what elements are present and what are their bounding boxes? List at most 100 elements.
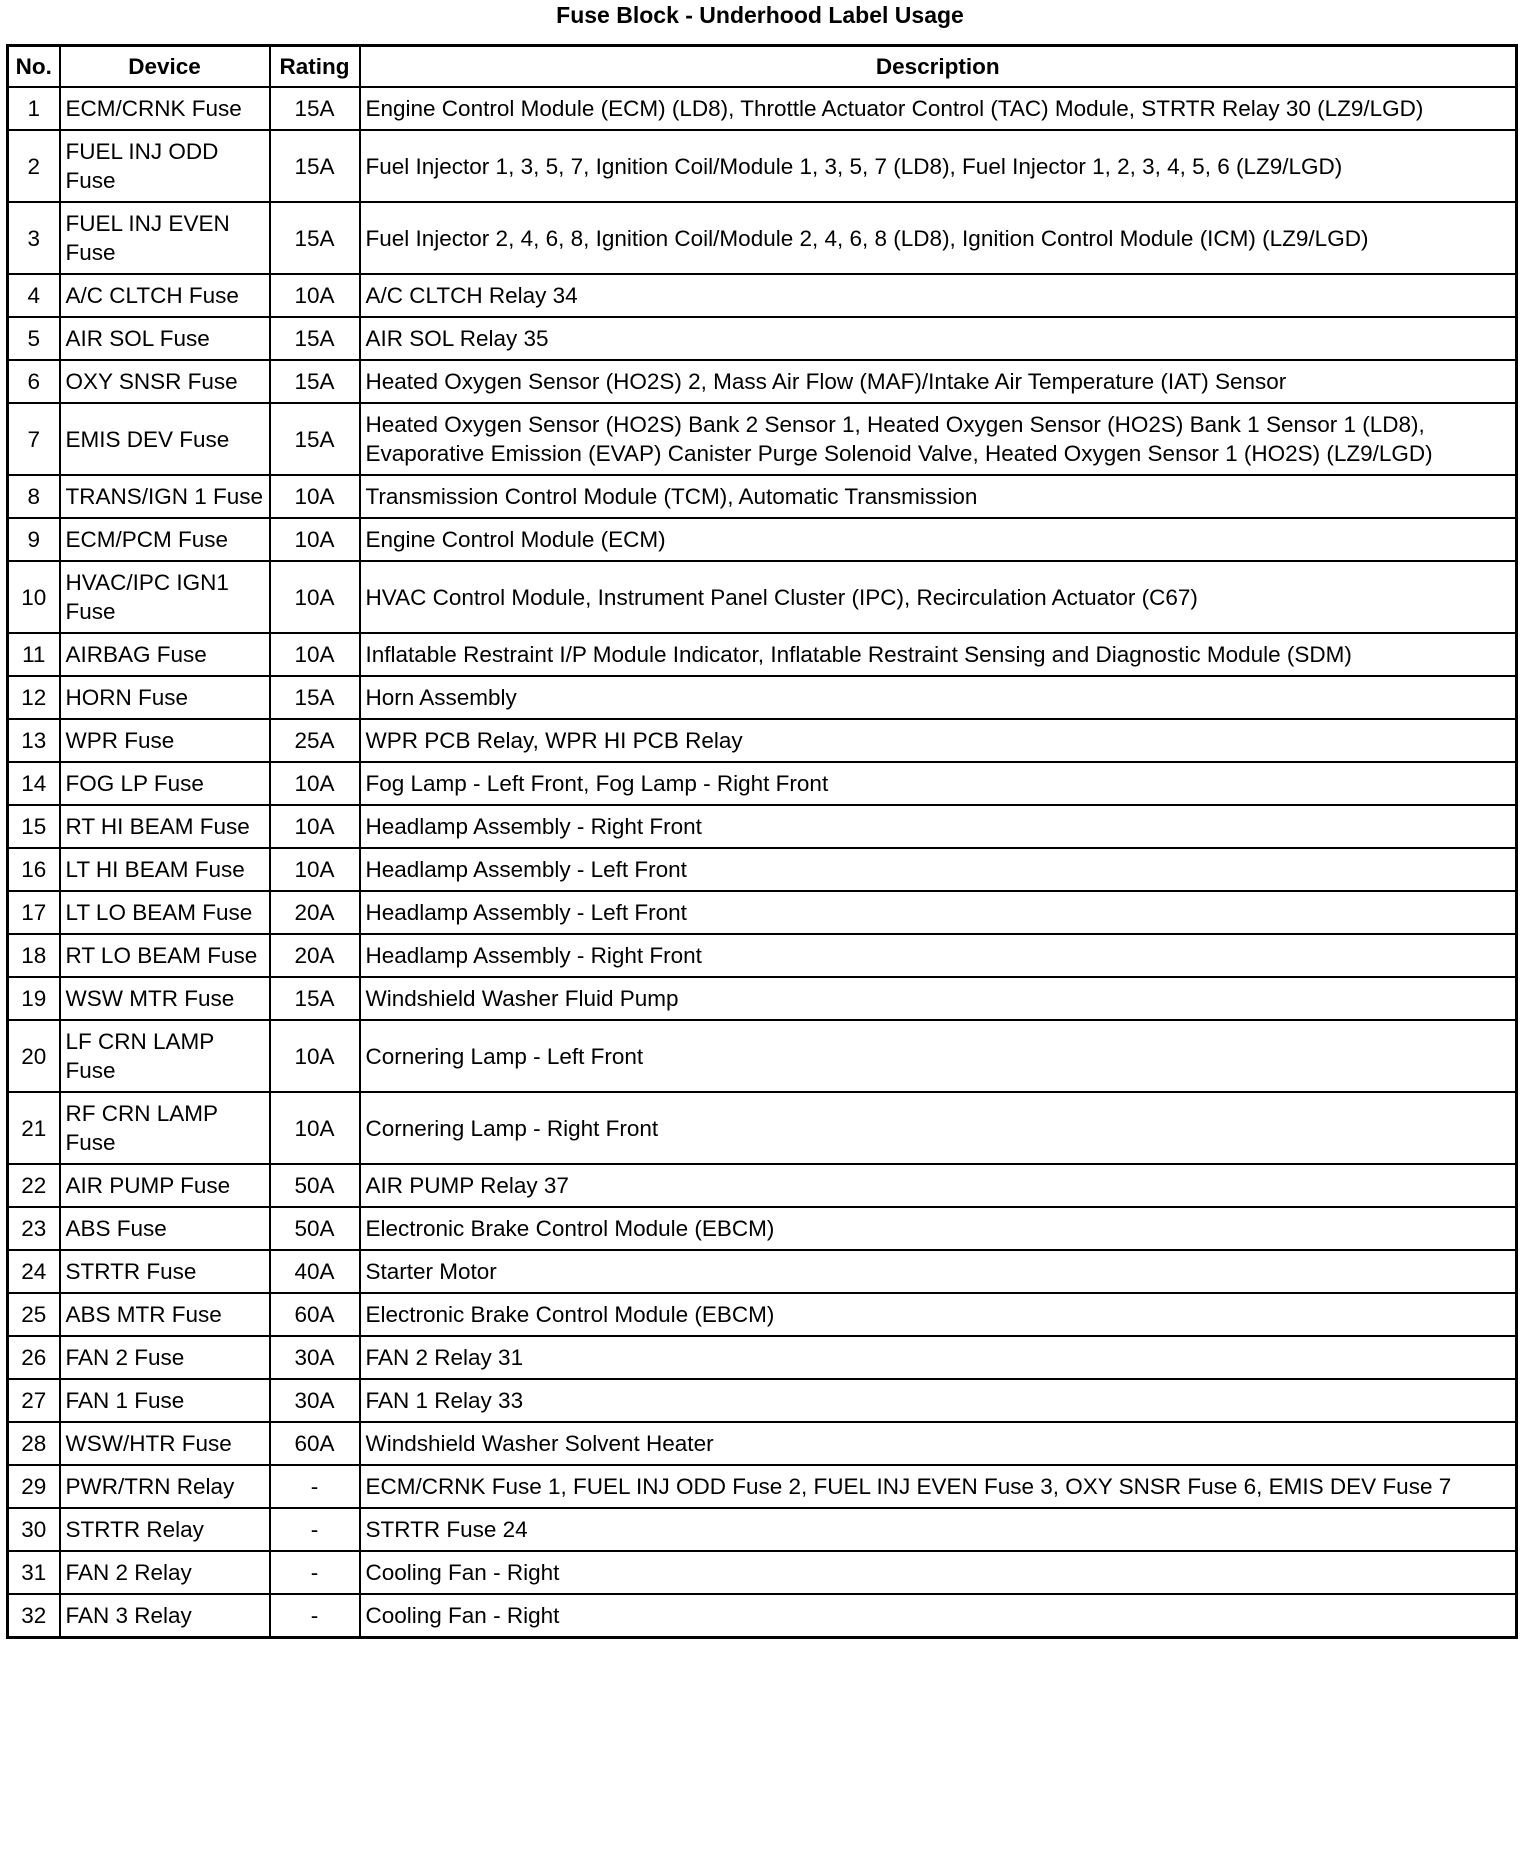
cell-device: LF CRN LAMP Fuse — [58, 1019, 271, 1093]
table-row: 17 LT LO BEAM Fuse 20A Headlamp Assembly - … — [6, 890, 1518, 935]
cell-device: EMIS DEV Fuse — [58, 402, 271, 476]
cell-no: 6 — [6, 359, 61, 404]
table-row: 6 OXY SNSR Fuse 15A Heated Oxygen Sensor (H… — [6, 359, 1518, 404]
table-row: 28 WSW/HTR Fuse 60A Windshield Washer Solve… — [6, 1421, 1518, 1466]
cell-device: ECM/CRNK Fuse — [58, 86, 271, 131]
cell-rating: 20A — [268, 890, 361, 935]
cell-device: HORN Fuse — [58, 675, 271, 720]
table-row: 20 LF CRN LAMP Fuse 10A Cornering Lamp - Le… — [6, 1019, 1518, 1093]
header-device: Device — [58, 44, 271, 88]
table-row: 29 PWR/TRN Relay - ECM/CRNK Fuse 1, FUEL IN… — [6, 1464, 1518, 1509]
cell-description: Headlamp Assembly - Right Front — [358, 933, 1518, 978]
cell-description: AIR SOL Relay 35 — [358, 316, 1518, 361]
table-row: 32 FAN 3 Relay - Cooling Fan - Right — [6, 1593, 1518, 1639]
cell-device: PWR/TRN Relay — [58, 1464, 271, 1509]
cell-device: OXY SNSR Fuse — [58, 359, 271, 404]
cell-rating: 30A — [268, 1335, 361, 1380]
cell-description: Inflatable Restraint I/P Module Indicato… — [358, 632, 1518, 677]
cell-no: 30 — [6, 1507, 61, 1552]
header-row: No. Device Rating Description — [6, 44, 1518, 88]
table-row: 25 ABS MTR Fuse 60A Electronic Brake Contro… — [6, 1292, 1518, 1337]
cell-no: 32 — [6, 1593, 61, 1639]
cell-rating: - — [268, 1593, 361, 1639]
cell-device: STRTR Relay — [58, 1507, 271, 1552]
table-row: 12 HORN Fuse 15A Horn Assembly — [6, 675, 1518, 720]
cell-device: ABS Fuse — [58, 1206, 271, 1251]
cell-device: AIR PUMP Fuse — [58, 1163, 271, 1208]
cell-no: 3 — [6, 201, 61, 275]
cell-no: 25 — [6, 1292, 61, 1337]
table-row: 31 FAN 2 Relay - Cooling Fan - Right — [6, 1550, 1518, 1595]
cell-rating: 60A — [268, 1421, 361, 1466]
cell-device: LT HI BEAM Fuse — [58, 847, 271, 892]
cell-no: 19 — [6, 976, 61, 1021]
cell-no: 31 — [6, 1550, 61, 1595]
cell-device: FUEL INJ EVEN Fuse — [58, 201, 271, 275]
cell-rating: 15A — [268, 359, 361, 404]
cell-no: 9 — [6, 517, 61, 562]
cell-no: 16 — [6, 847, 61, 892]
cell-rating: 15A — [268, 86, 361, 131]
cell-no: 8 — [6, 474, 61, 519]
cell-no: 10 — [6, 560, 61, 634]
cell-description: STRTR Fuse 24 — [358, 1507, 1518, 1552]
cell-no: 21 — [6, 1091, 61, 1165]
table-row: 19 WSW MTR Fuse 15A Windshield Washer Fluid… — [6, 976, 1518, 1021]
cell-rating: 10A — [268, 761, 361, 806]
cell-no: 1 — [6, 86, 61, 131]
cell-description: FAN 1 Relay 33 — [358, 1378, 1518, 1423]
cell-no: 17 — [6, 890, 61, 935]
cell-description: HVAC Control Module, Instrument Panel Cl… — [358, 560, 1518, 634]
cell-rating: 40A — [268, 1249, 361, 1294]
cell-rating: 10A — [268, 474, 361, 519]
cell-device: FAN 3 Relay — [58, 1593, 271, 1639]
header-description: Description — [358, 44, 1518, 88]
cell-no: 15 — [6, 804, 61, 849]
table-row: 27 FAN 1 Fuse 30A FAN 1 Relay 33 — [6, 1378, 1518, 1423]
cell-rating: 15A — [268, 201, 361, 275]
table-row: 30 STRTR Relay - STRTR Fuse 24 — [6, 1507, 1518, 1552]
cell-device: WSW/HTR Fuse — [58, 1421, 271, 1466]
cell-no: 12 — [6, 675, 61, 720]
cell-rating: 10A — [268, 804, 361, 849]
cell-description: Horn Assembly — [358, 675, 1518, 720]
cell-description: Heated Oxygen Sensor (HO2S) Bank 2 Senso… — [358, 402, 1518, 476]
table-row: 18 RT LO BEAM Fuse 20A Headlamp Assembly - … — [6, 933, 1518, 978]
cell-rating: 15A — [268, 316, 361, 361]
cell-rating: 60A — [268, 1292, 361, 1337]
cell-no: 13 — [6, 718, 61, 763]
cell-rating: 50A — [268, 1206, 361, 1251]
cell-device: WPR Fuse — [58, 718, 271, 763]
cell-no: 2 — [6, 129, 61, 203]
cell-rating: 10A — [268, 1091, 361, 1165]
cell-description: Starter Motor — [358, 1249, 1518, 1294]
table-row: 13 WPR Fuse 25A WPR PCB Relay, WPR HI PCB R… — [6, 718, 1518, 763]
cell-rating: 15A — [268, 976, 361, 1021]
cell-description: Headlamp Assembly - Right Front — [358, 804, 1518, 849]
cell-device: RF CRN LAMP Fuse — [58, 1091, 271, 1165]
cell-no: 27 — [6, 1378, 61, 1423]
cell-no: 29 — [6, 1464, 61, 1509]
cell-rating: 10A — [268, 273, 361, 318]
cell-no: 14 — [6, 761, 61, 806]
cell-no: 20 — [6, 1019, 61, 1093]
cell-no: 4 — [6, 273, 61, 318]
cell-device: ABS MTR Fuse — [58, 1292, 271, 1337]
cell-no: 23 — [6, 1206, 61, 1251]
header-no: No. — [6, 44, 61, 88]
cell-rating: 30A — [268, 1378, 361, 1423]
cell-description: Transmission Control Module (TCM), Autom… — [358, 474, 1518, 519]
cell-description: Engine Control Module (ECM) (LD8), Throt… — [358, 86, 1518, 131]
cell-device: STRTR Fuse — [58, 1249, 271, 1294]
table-row: 14 FOG LP Fuse 10A Fog Lamp - Left Front, F… — [6, 761, 1518, 806]
table-row: 22 AIR PUMP Fuse 50A AIR PUMP Relay 37 — [6, 1163, 1518, 1208]
cell-description: Cooling Fan - Right — [358, 1593, 1518, 1639]
cell-device: ECM/PCM Fuse — [58, 517, 271, 562]
table-row: 3 FUEL INJ EVEN Fuse 15A Fuel Injector 2, 4… — [6, 201, 1518, 275]
table-row: 16 LT HI BEAM Fuse 10A Headlamp Assembly - … — [6, 847, 1518, 892]
cell-description: Cornering Lamp - Left Front — [358, 1019, 1518, 1093]
cell-description: A/C CLTCH Relay 34 — [358, 273, 1518, 318]
cell-rating: 20A — [268, 933, 361, 978]
cell-rating: - — [268, 1507, 361, 1552]
cell-no: 18 — [6, 933, 61, 978]
